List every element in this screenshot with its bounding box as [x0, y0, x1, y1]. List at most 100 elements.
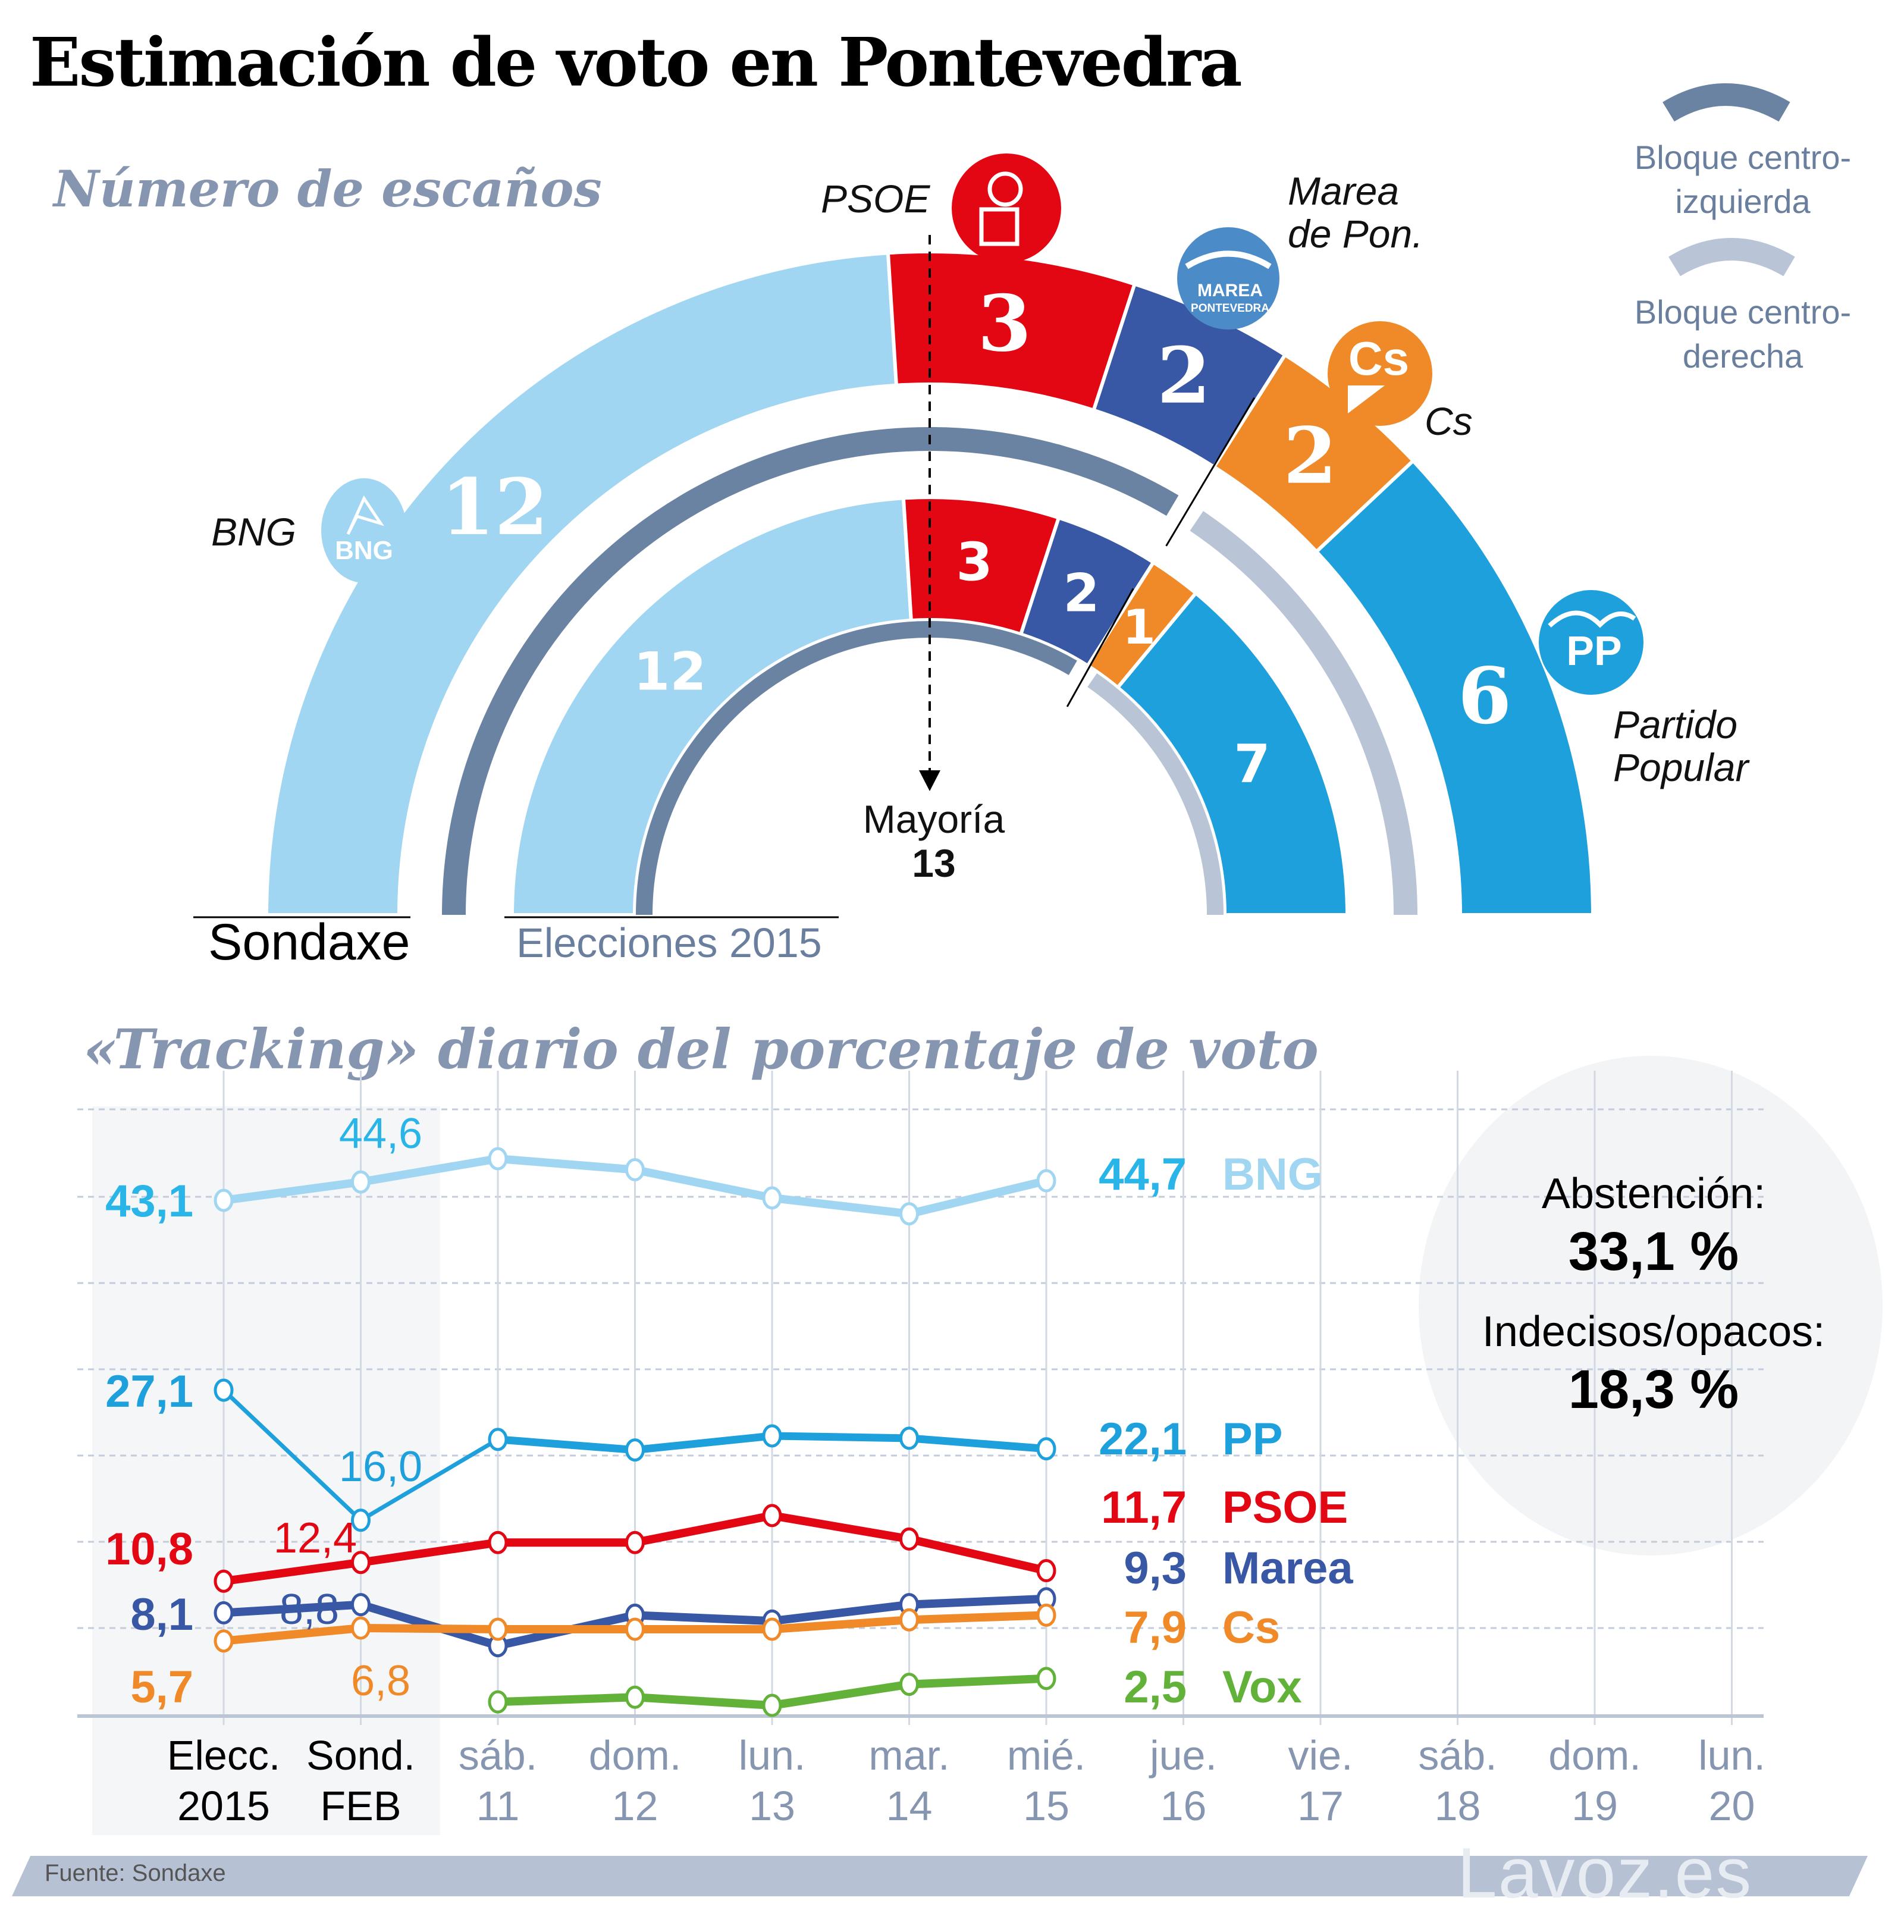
data-point-pp	[1036, 1437, 1056, 1461]
data-point-pp	[762, 1424, 782, 1448]
marea-bridge	[1185, 250, 1272, 269]
label-pp-line1: Partido	[1613, 702, 1738, 747]
seat-segment-elecciones-2015-bng	[510, 496, 914, 917]
seat-count-label: 2	[1063, 563, 1099, 624]
x-tick-label: 16	[1160, 1783, 1207, 1829]
start-value-label: 5,7	[130, 1662, 193, 1713]
label-marea-line2: de Pon.	[1288, 212, 1423, 256]
end-series-name: PP	[1222, 1414, 1282, 1464]
legend-left-line2: izquierda	[1675, 183, 1811, 220]
start-value-label: 10,8	[105, 1524, 193, 1575]
majority-marker: Mayoría 13	[821, 797, 1047, 885]
x-tick-label: mié.	[1007, 1732, 1086, 1779]
seat-segment-elecciones-2015-pp	[1115, 590, 1350, 917]
seat-count-label: 2	[1283, 410, 1337, 501]
bng-logo-circle	[321, 478, 407, 583]
page-title: Estimación de voto en Pontevedra	[30, 24, 1243, 102]
legend-right-line2: derecha	[1682, 337, 1803, 375]
seat-count-label: 12	[441, 462, 548, 553]
data-point-psoe	[214, 1569, 234, 1593]
psoe-fist	[979, 207, 1020, 246]
historic-shaded-area	[92, 1106, 440, 1835]
cs-speech-bubble-icon: Cs	[1328, 321, 1432, 426]
footer-brand-logo: Lavoz.es	[1457, 1833, 1753, 1913]
end-value-label: 44,7	[1099, 1149, 1187, 1200]
undecided-label: Indecisos/opacos:	[1482, 1308, 1825, 1356]
data-point-psoe	[625, 1530, 645, 1554]
label-psoe: PSOE	[821, 177, 930, 221]
footer-source: Fuente: Sondaxe	[45, 1860, 226, 1886]
data-point-pp	[214, 1378, 234, 1402]
data-point-cs	[899, 1608, 919, 1632]
end-series-name: Vox	[1222, 1662, 1302, 1713]
x-tick-label: 19	[1571, 1783, 1618, 1829]
x-tick-label: sáb.	[459, 1732, 537, 1779]
legend-right-bloc-label: Bloque centro- derecha	[1606, 290, 1880, 378]
seat-segment-sondaxe-bng	[264, 251, 899, 917]
data-point-psoe	[488, 1530, 508, 1554]
cs-logo-text: Cs	[1348, 332, 1409, 385]
seat-segment-sondaxe-pp	[1314, 458, 1595, 917]
legend-right-line1: Bloque centro-	[1634, 293, 1852, 331]
data-point-pp	[899, 1426, 919, 1450]
pp-gull-icon: PP	[1539, 590, 1643, 695]
data-point-bng	[762, 1186, 782, 1210]
tracking-title: «Tracking» diario del porcentaje de voto	[83, 1017, 1319, 1081]
data-point-bng	[899, 1202, 919, 1226]
summary-circle	[1419, 1056, 1883, 1555]
marea-logo-subtext: PONTEVEDRA	[1191, 302, 1269, 315]
label-marea: Marea de Pon.	[1288, 170, 1423, 255]
cs-bubble-tail	[1348, 385, 1385, 413]
x-tick-label: 11	[476, 1783, 520, 1829]
data-point-pp	[625, 1438, 645, 1462]
x-tick-label: dom.	[589, 1732, 682, 1779]
seat-count-label: 3	[978, 278, 1031, 369]
legend-left-bloc-label: Bloque centro- izquierda	[1606, 136, 1880, 224]
data-point-vox	[488, 1690, 508, 1714]
data-point-pp	[351, 1508, 371, 1532]
data-point-psoe	[899, 1527, 919, 1551]
x-tick-label: lun.	[739, 1732, 806, 1779]
marea-logo-circle	[1177, 227, 1279, 330]
seats-subtitle: Número de escaños	[54, 159, 602, 218]
label-pp: Partido Popular	[1613, 703, 1749, 789]
data-point-cs	[351, 1616, 371, 1640]
abstention-value: 33,1 %	[1568, 1221, 1739, 1282]
x-tick-label: sáb.	[1418, 1732, 1497, 1779]
legend-left-bloc-swatch	[1663, 83, 1790, 122]
start-value-label: 43,1	[105, 1176, 193, 1227]
x-tick-label: 20	[1709, 1783, 1755, 1829]
end-series-name: Cs	[1222, 1602, 1280, 1653]
end-value-label: 22,1	[1099, 1414, 1187, 1464]
bng-star-icon: BNG	[321, 478, 407, 583]
seat-count-label: 6	[1458, 650, 1511, 741]
sondaxe-value-label: 12,4	[274, 1514, 357, 1562]
legend-left-line1: Bloque centro-	[1634, 139, 1852, 176]
seat-count-label: 3	[956, 531, 992, 592]
seat-count-label: 2	[1157, 330, 1210, 421]
right-bloc-arc-2015	[1087, 673, 1224, 915]
label-bng: BNG	[211, 510, 297, 554]
marea-pontevedra-bridge-icon: MAREA PONTEVEDRA	[1177, 227, 1279, 330]
data-point-bng	[214, 1188, 234, 1212]
end-series-name: Marea	[1222, 1543, 1353, 1594]
data-point-cs	[1036, 1603, 1056, 1627]
data-point-cs	[488, 1617, 508, 1641]
footer-band	[12, 1856, 1868, 1896]
label-cs: Cs	[1425, 399, 1473, 443]
seat-count-label: 12	[633, 641, 706, 702]
x-tick-label: 13	[749, 1783, 795, 1829]
data-point-marea	[214, 1601, 234, 1624]
sondaxe-value-label: 6,8	[351, 1657, 410, 1705]
marea-logo-text: MAREA	[1197, 281, 1263, 300]
abstention-label: Abstención:	[1541, 1170, 1766, 1218]
sondaxe-value-label: 16,0	[339, 1443, 422, 1491]
x-tick-label: 18	[1435, 1783, 1481, 1829]
data-point-vox	[1036, 1667, 1056, 1690]
data-point-cs	[762, 1617, 782, 1641]
psoe-rose-fist-icon	[952, 153, 1061, 263]
data-point-vox	[762, 1693, 782, 1717]
end-series-name: PSOE	[1222, 1482, 1348, 1533]
x-tick-label: dom.	[1548, 1732, 1641, 1779]
